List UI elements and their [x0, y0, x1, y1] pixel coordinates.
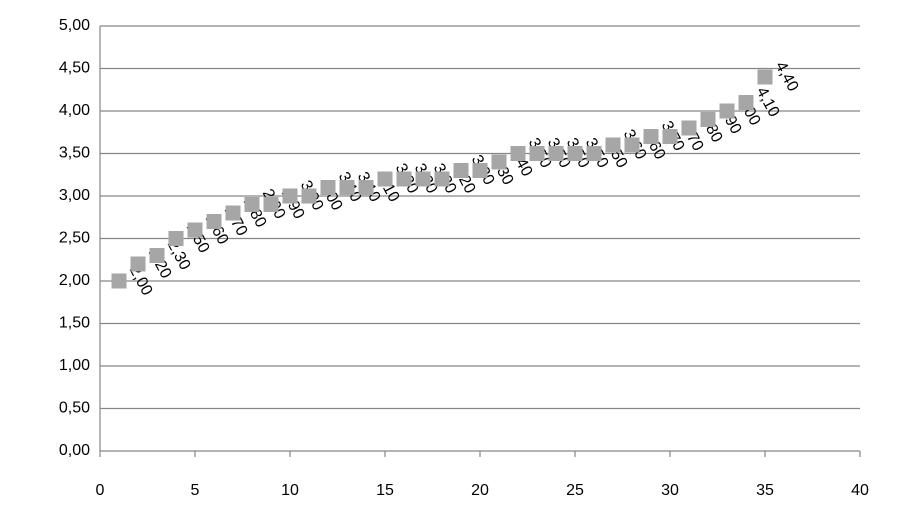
marker: [548, 146, 564, 161]
marker: [358, 180, 374, 195]
marker: [168, 231, 184, 246]
marker: [149, 248, 165, 263]
marker: [491, 154, 507, 170]
marker: [529, 146, 545, 161]
marker: [263, 197, 279, 212]
marker: [206, 214, 222, 229]
marker: [111, 273, 127, 289]
marker: [396, 171, 412, 187]
y-tick-label: 3,00: [59, 187, 90, 204]
marker: [339, 180, 355, 195]
y-tick-label: 1,50: [59, 315, 90, 332]
x-tick-label: 35: [756, 482, 774, 499]
y-tick-label: 2,00: [59, 272, 90, 289]
marker: [681, 120, 697, 136]
x-tick-label: 0: [96, 482, 105, 499]
marker: [282, 188, 298, 204]
marker: [130, 256, 146, 272]
marker: [719, 103, 735, 119]
marker: [624, 137, 640, 153]
x-tick-label: 15: [376, 482, 394, 499]
marker: [415, 171, 431, 187]
marker: [567, 146, 583, 161]
marker: [320, 180, 336, 195]
marker: [662, 129, 678, 144]
marker: [453, 163, 469, 178]
marker: [586, 146, 602, 161]
x-tick-label: 20: [471, 482, 489, 499]
marker: [605, 137, 621, 153]
marker: [510, 146, 526, 161]
y-tick-label: 5,00: [59, 17, 90, 34]
marker: [301, 188, 317, 204]
marker: [738, 95, 754, 110]
y-tick-label: 0,00: [59, 442, 90, 459]
marker: [244, 197, 260, 212]
marker: [757, 69, 773, 85]
x-tick-label: 5: [191, 482, 200, 499]
y-tick-label: 2,50: [59, 230, 90, 247]
x-tick-label: 10: [281, 482, 299, 499]
y-tick-label: 3,50: [59, 145, 90, 162]
marker: [225, 205, 241, 221]
x-tick-label: 40: [851, 482, 869, 499]
y-tick-label: 1,00: [59, 357, 90, 374]
marker: [700, 112, 716, 127]
x-tick-label: 25: [566, 482, 584, 499]
marker: [643, 129, 659, 144]
marker: [434, 171, 450, 187]
y-tick-label: 4,00: [59, 102, 90, 119]
marker: [472, 163, 488, 178]
marker: [377, 171, 393, 187]
marker: [187, 222, 203, 238]
y-tick-label: 0,50: [59, 400, 90, 417]
x-tick-label: 30: [661, 482, 679, 499]
y-tick-label: 4,50: [59, 60, 90, 77]
data-label: 4,40: [772, 59, 802, 95]
